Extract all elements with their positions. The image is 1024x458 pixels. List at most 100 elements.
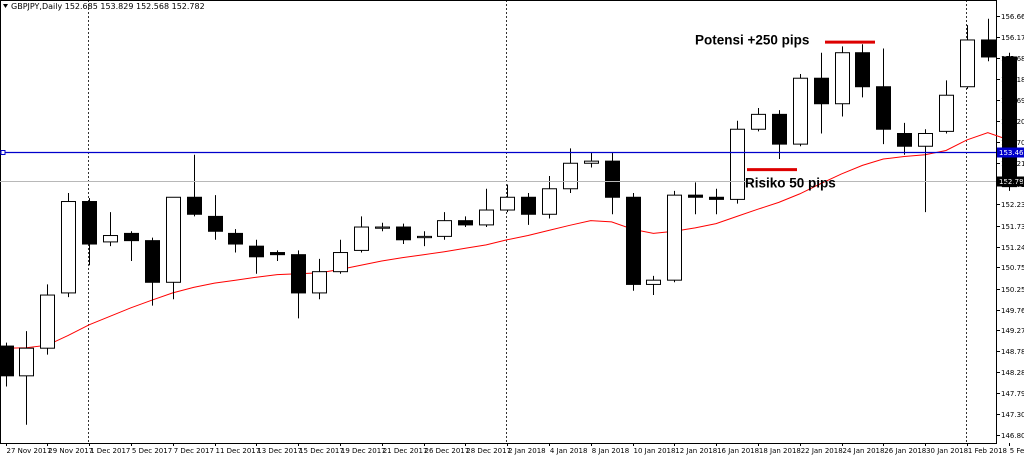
candle-body-bearish: [187, 196, 202, 215]
x-tick-label: 7 Dec 2017: [174, 447, 214, 455]
y-tick-label: 147.790: [1001, 390, 1024, 398]
candle-body-bullish: [19, 347, 34, 377]
x-tick-label: 1 Feb 2018: [968, 447, 1007, 455]
candle-body-bearish: [876, 86, 891, 130]
candle: [646, 275, 661, 296]
risk-annotation: Risiko 50 pips: [745, 176, 836, 191]
level-price-tag: [997, 147, 1024, 158]
candle-body-bearish: [521, 196, 536, 215]
candle: [145, 237, 160, 306]
candle-body-bullish: [333, 252, 348, 273]
candle-body-bullish: [918, 132, 933, 147]
candle-body-bullish: [500, 196, 515, 211]
candle: [82, 198, 97, 266]
candle-body-bullish: [939, 94, 954, 132]
current-price-label: 152.782: [999, 178, 1024, 186]
candle-body-bearish: [208, 215, 223, 232]
level-line-handle[interactable]: [0, 150, 6, 155]
y-tick-label: 150.750: [1001, 264, 1024, 272]
x-tick-label: 13 Dec 2017: [257, 447, 302, 455]
horizontal-level-layer: 153.466 152.782: [0, 147, 1024, 187]
candle: [709, 188, 724, 215]
candle-body-bullish: [375, 226, 390, 229]
candle-body-bullish: [437, 220, 452, 237]
candle-body-bullish: [479, 209, 494, 226]
x-tick-label: 30 Jan 2018: [926, 447, 968, 455]
x-tick-label: 12 Jan 2018: [675, 447, 717, 455]
candle-body-bearish: [396, 226, 411, 241]
x-tick-label: 18 Jan 2018: [759, 447, 801, 455]
candle: [103, 212, 118, 247]
candle: [918, 129, 933, 213]
candle: [626, 193, 641, 291]
level-price-label: 153.466: [999, 149, 1024, 157]
x-tick-label: 5 Feb 2018: [1010, 447, 1024, 455]
candle-body-bullish: [354, 226, 369, 251]
y-tick-label: 154.690: [1001, 97, 1024, 105]
x-tick-label: 26 Dec 2017: [425, 447, 470, 455]
x-tick-label: 5 Dec 2017: [132, 447, 172, 455]
x-tick-label: 8 Jan 2018: [592, 447, 630, 455]
candle-body-bearish: [855, 52, 870, 88]
y-tick-label: 150.250: [1001, 286, 1024, 294]
candle: [772, 110, 787, 160]
candle-body-bearish: [124, 232, 139, 242]
candle: [228, 229, 243, 253]
candle: [500, 184, 515, 213]
x-tick-label: 21 Dec 2017: [383, 447, 428, 455]
candle: [730, 120, 745, 204]
candle: [249, 239, 264, 274]
candle-body-bullish: [61, 201, 76, 294]
current-price-tag: [997, 176, 1024, 187]
candle-body-bearish: [605, 160, 620, 198]
x-tick-label: 11 Dec 2017: [216, 447, 261, 455]
y-tick-label: 149.760: [1001, 307, 1024, 315]
y-tick-label: 148.780: [1001, 348, 1024, 356]
candle-body-bullish: [312, 271, 327, 294]
candle: [396, 223, 411, 245]
candle-body-bullish: [730, 128, 745, 200]
candle-body-bullish: [584, 160, 599, 164]
y-tick-label: 155.680: [1001, 55, 1024, 63]
collapse-arrow-icon: [3, 4, 8, 8]
candle: [208, 195, 223, 240]
x-tick-label: 24 Jan 2018: [843, 447, 885, 455]
candle: [312, 258, 327, 300]
candle: [375, 222, 390, 232]
candle: [61, 193, 76, 298]
y-tick-label: 149.270: [1001, 327, 1024, 335]
x-tick-label: 15 Dec 2017: [299, 447, 344, 455]
candles-layer: [0, 18, 1017, 425]
candle-body-bullish: [417, 235, 432, 239]
moving-average-layer: [5, 132, 1009, 349]
candle-body-bullish: [835, 52, 850, 105]
candle: [40, 284, 55, 355]
candle: [563, 148, 578, 194]
candle-body-bearish: [270, 252, 285, 256]
candle: [939, 80, 954, 134]
candle: [542, 176, 557, 219]
candle: [0, 342, 14, 387]
candle-body-bullish: [103, 235, 118, 243]
y-tick-label: 154.200: [1001, 118, 1024, 126]
candle: [981, 18, 996, 62]
y-tick-label: 152.230: [1001, 201, 1024, 209]
y-tick-label: 152.720: [1001, 181, 1024, 189]
y-tick-label: 155.180: [1001, 76, 1024, 84]
candle: [458, 216, 473, 228]
candle: [605, 152, 620, 215]
x-tick-label: 19 Dec 2017: [341, 447, 386, 455]
x-tick-label: 26 Jan 2018: [884, 447, 926, 455]
x-tick-label: 28 Dec 2017: [466, 447, 511, 455]
y-tick-label: 153.700: [1001, 139, 1024, 147]
candle: [667, 190, 682, 283]
candle: [437, 212, 452, 240]
x-tick-label: 10 Jan 2018: [634, 447, 676, 455]
x-tick-label: 16 Jan 2018: [717, 447, 759, 455]
candle: [521, 193, 536, 225]
y-tick-label: 146.800: [1001, 432, 1024, 440]
candle: [688, 182, 703, 215]
symbol-header: GBPJPY,Daily 152.685 153.829 152.568 152…: [11, 2, 205, 11]
candle-body-bullish: [960, 39, 975, 88]
candle-body-bullish: [40, 294, 55, 349]
